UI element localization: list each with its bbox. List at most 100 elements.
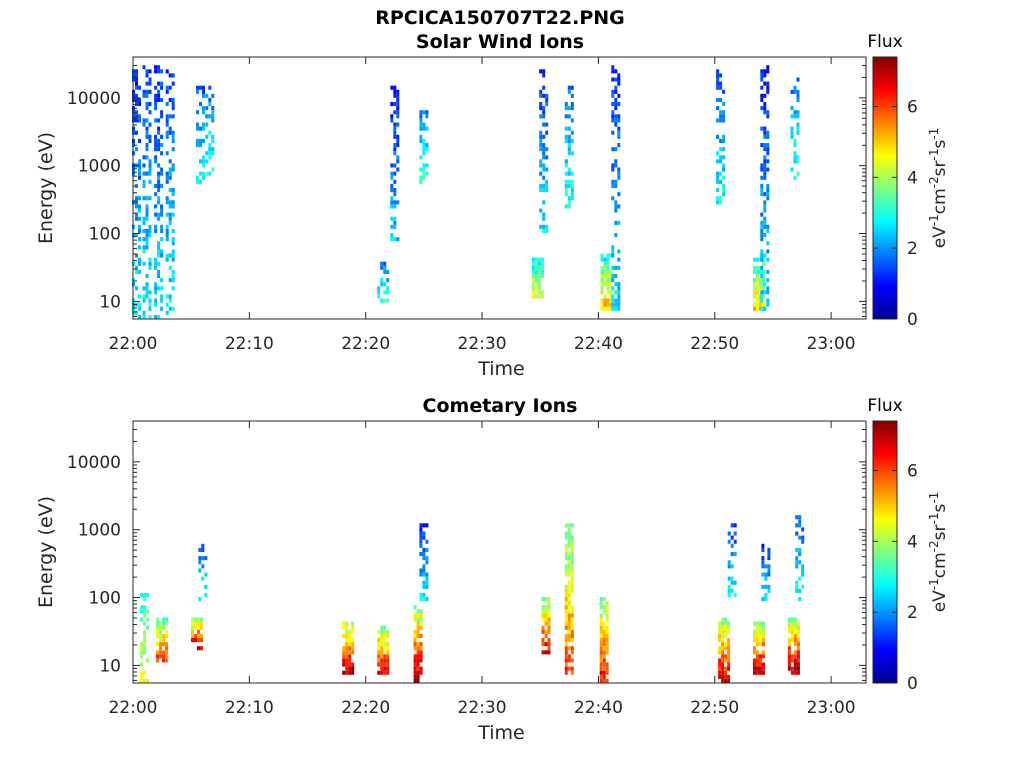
spectrogram-cell xyxy=(162,621,166,626)
spectrogram-cell xyxy=(135,253,138,258)
spectrogram-cell xyxy=(721,670,725,675)
spectrogram-cell xyxy=(611,114,615,119)
spectrogram-cell xyxy=(724,658,728,663)
spectrogram-cell xyxy=(793,633,797,638)
spectrogram-cell xyxy=(564,159,568,164)
spectrogram-cell xyxy=(351,650,355,655)
spectrogram-cell xyxy=(148,81,152,86)
spectrogram-cell xyxy=(390,196,394,201)
spectrogram-cell xyxy=(733,531,737,536)
spectrogram-cell xyxy=(145,282,149,287)
spectrogram-cell xyxy=(716,175,720,180)
spectrogram-cell xyxy=(719,110,723,115)
spectrogram-cell xyxy=(719,159,723,164)
spectrogram-cell xyxy=(722,134,726,139)
spectrogram-cell xyxy=(793,650,797,655)
spectrogram-cell xyxy=(605,678,609,683)
spectrogram-cell xyxy=(396,114,400,119)
spectrogram-cell xyxy=(722,110,726,115)
colorbar-tick-label: 6 xyxy=(907,462,918,482)
spectrogram-cell xyxy=(614,290,618,295)
spectrogram-cell xyxy=(762,625,765,630)
spectrogram-cell xyxy=(208,102,212,107)
spectrogram-cell xyxy=(727,629,731,634)
spectrogram-cell xyxy=(157,200,161,205)
spectrogram-cell xyxy=(617,81,621,86)
spectrogram-cell xyxy=(345,625,349,630)
spectrogram-cell xyxy=(617,220,621,225)
spectrogram-cell xyxy=(753,629,756,634)
spectrogram-cell xyxy=(766,224,770,229)
spectrogram-cell xyxy=(138,114,141,119)
spectrogram-cell xyxy=(567,85,571,90)
spectrogram-cell xyxy=(567,560,571,565)
spectrogram-cell xyxy=(191,625,194,630)
spectrogram-cell xyxy=(611,167,615,172)
spectrogram-cell xyxy=(135,265,138,270)
spectrogram-cell xyxy=(617,175,621,180)
spectrogram-cell xyxy=(796,110,800,115)
spectrogram-cell xyxy=(762,670,765,675)
spectrogram-cell xyxy=(759,282,762,287)
spectrogram-cell xyxy=(798,519,802,524)
spectrogram-cell xyxy=(383,638,387,643)
spectrogram-cell xyxy=(796,638,800,643)
spectrogram-cell xyxy=(545,102,549,107)
spectrogram-cell xyxy=(171,228,175,233)
spectrogram-cell xyxy=(730,552,734,557)
spectrogram-cell xyxy=(718,621,722,626)
spectrogram-cell xyxy=(162,625,166,630)
spectrogram-cell xyxy=(143,629,147,634)
spectrogram-cell xyxy=(377,658,381,663)
spectrogram-cell xyxy=(157,93,161,98)
spectrogram-cell xyxy=(763,130,767,135)
spectrogram-cell xyxy=(762,642,765,647)
spectrogram-cell xyxy=(135,233,138,238)
spectrogram-cell xyxy=(390,114,394,119)
spectrogram-cell xyxy=(609,290,613,295)
spectrogram-cell xyxy=(168,298,172,303)
spectrogram-cell xyxy=(564,547,568,552)
spectrogram-cell xyxy=(199,159,202,164)
spectrogram-cell xyxy=(763,126,767,131)
spectrogram-cell xyxy=(760,143,764,148)
spectrogram-cell xyxy=(138,204,141,209)
spectrogram-cell xyxy=(724,654,728,659)
spectrogram-cell xyxy=(570,130,574,135)
x-tick-label: 22:20 xyxy=(341,334,390,354)
spectrogram-cell xyxy=(168,306,172,311)
spectrogram-cell xyxy=(531,269,535,274)
spectrogram-cell xyxy=(564,601,568,606)
spectrogram-cell xyxy=(539,93,543,98)
spectrogram-cell xyxy=(718,625,722,630)
spectrogram-cell xyxy=(342,633,346,638)
spectrogram-cell xyxy=(416,650,420,655)
spectrogram-cell xyxy=(564,564,568,569)
spectrogram-cell xyxy=(419,110,423,115)
spectrogram-cell xyxy=(796,77,800,82)
spectrogram-cell xyxy=(760,77,764,82)
spectrogram-cell xyxy=(599,613,603,618)
spectrogram-cell xyxy=(383,629,387,634)
spectrogram-cell xyxy=(547,601,551,606)
spectrogram-cell xyxy=(793,662,797,667)
spectrogram-cell xyxy=(194,633,197,638)
spectrogram-cell xyxy=(145,171,149,176)
spectrogram-cell xyxy=(567,527,571,532)
spectrogram-cell xyxy=(165,151,169,156)
spectrogram-cell xyxy=(793,625,797,630)
spectrogram-cell xyxy=(722,183,726,188)
colorbar-title: Flux xyxy=(867,32,902,52)
spectrogram-cell xyxy=(795,515,799,520)
spectrogram-cell xyxy=(148,138,152,143)
spectrogram-cell xyxy=(201,564,205,569)
spectrogram-cell xyxy=(724,670,728,675)
spectrogram-cell xyxy=(211,147,215,152)
spectrogram-cell xyxy=(606,298,610,303)
spectrogram-cell xyxy=(342,621,346,626)
spectrogram-cell xyxy=(719,73,723,78)
spectrogram-cell xyxy=(416,662,420,667)
spectrogram-cell xyxy=(140,678,144,683)
spectrogram-cell xyxy=(140,674,144,679)
spectrogram-cell xyxy=(766,81,770,86)
